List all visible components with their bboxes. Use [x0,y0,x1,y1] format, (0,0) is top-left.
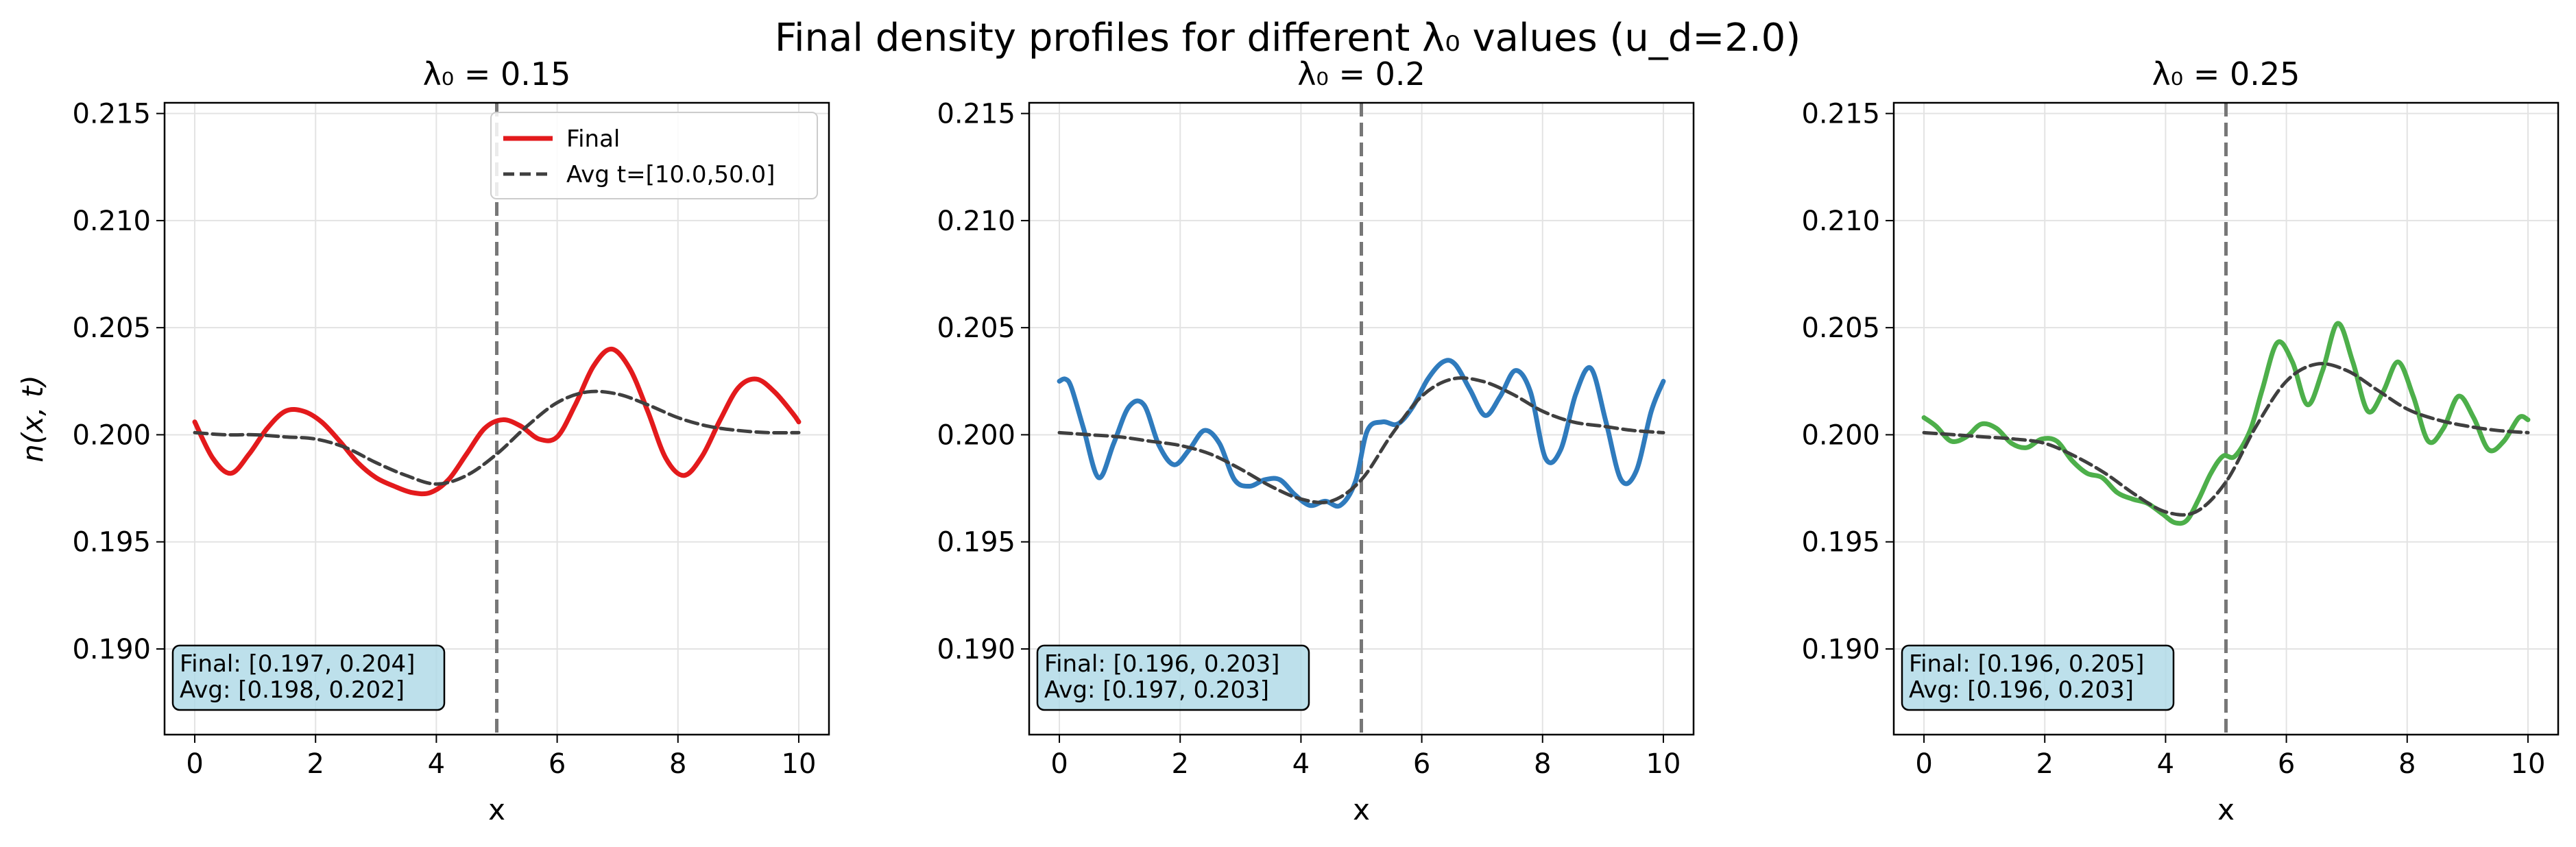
annotation-final-range: Final: [0.196, 0.205] [1909,650,2144,678]
x-tick-label: 4 [428,748,445,780]
x-axis-label: x [488,793,505,826]
stats-annotation: Final: [0.196, 0.205]Avg: [0.196, 0.203] [1901,644,2175,711]
annotation-avg-range: Avg: [0.197, 0.203] [1044,676,1269,704]
panel-title: λ₀ = 0.25 [2152,56,2300,93]
y-tick-label: 0.195 [1801,527,1880,558]
x-tick-label: 8 [2398,748,2416,780]
annotation-avg-range: Avg: [0.196, 0.203] [1909,676,2134,704]
x-tick-label: 4 [1292,748,1310,780]
x-tick-label: 0 [1050,748,1068,780]
x-tick-label: 4 [2157,748,2174,780]
stats-annotation: Final: [0.197, 0.204]Avg: [0.198, 0.202] [171,644,446,711]
stats-annotation: Final: [0.196, 0.203]Avg: [0.197, 0.203] [1036,644,1310,711]
y-tick-label: 0.190 [72,634,151,665]
y-tick-label: 0.210 [1801,206,1880,237]
figure-title: Final density profiles for different λ₀ … [775,16,1801,60]
y-tick-label: 0.200 [937,419,1015,451]
y-tick-label: 0.215 [72,99,151,130]
y-axis-label: n(x, t) [16,375,49,462]
plot-area [192,103,802,735]
annotation-final-range: Final: [0.196, 0.203] [1044,650,1279,678]
x-tick-label: 2 [1172,748,1189,780]
plot-area [1921,103,2531,735]
annotation-box [1036,644,1310,711]
y-tick-label: 0.190 [937,634,1015,665]
y-tick-label: 0.205 [937,312,1015,344]
panel-2: λ₀ = 0.2 0 2 4 6 8 10 0.190 0.195 0.200 0.205 0.210… [937,56,1695,826]
final-series-line [1921,321,2531,526]
y-tick-label: 0.190 [1801,634,1880,665]
y-tick-label: 0.210 [937,206,1015,237]
avg-series-line [1057,376,1665,504]
avg-series-line [193,389,801,486]
x-tick-label: 0 [186,748,203,780]
y-tick-label: 0.210 [72,206,151,237]
x-axis-label: x [1353,793,1370,826]
y-tick-label: 0.215 [937,99,1015,130]
y-tick-label: 0.195 [72,527,151,558]
plot-area [1057,103,1666,735]
x-tick-label: 10 [2511,748,2546,780]
annotation-avg-range: Avg: [0.198, 0.202] [180,676,405,704]
legend-avg-label: Avg t=[10.0,50.0] [566,161,775,188]
x-tick-label: 8 [1534,748,1551,780]
panel-1: λ₀ = 0.15 0 2 4 6 8 10 0.190 0.195 0.200 0.205 0.21… [16,56,830,826]
y-tick-label: 0.200 [72,419,151,451]
panel-title: λ₀ = 0.15 [423,56,571,93]
x-tick-label: 10 [782,748,817,780]
annotation-final-range: Final: [0.197, 0.204] [180,650,415,678]
panel-title: λ₀ = 0.2 [1297,56,1425,93]
legend: Final Avg t=[10.0,50.0] [490,112,818,199]
axes-frame [1892,101,2560,736]
annotation-box [171,644,446,711]
x-tick-label: 2 [307,748,324,780]
final-series-line [1057,358,1666,509]
annotation-box [1901,644,2175,711]
y-tick-label: 0.195 [937,527,1015,558]
x-tick-label: 0 [1915,748,1932,780]
x-axis-label: x [2217,793,2235,826]
x-tick-label: 2 [2036,748,2054,780]
axes-frame [163,101,830,736]
y-tick-label: 0.200 [1801,419,1880,451]
x-tick-label: 6 [1413,748,1430,780]
x-tick-label: 8 [669,748,686,780]
y-tick-label: 0.205 [72,312,151,344]
avg-series-line [1922,362,2530,517]
y-tick-label: 0.215 [1801,99,1880,130]
x-tick-label: 6 [549,748,566,780]
legend-frame [490,112,818,199]
legend-final-label: Final [566,125,620,153]
x-tick-label: 6 [2278,748,2295,780]
x-tick-label: 10 [1646,748,1681,780]
final-series-line [192,346,802,497]
axes-frame [1028,101,1695,736]
y-tick-label: 0.205 [1801,312,1880,344]
panel-3: λ₀ = 0.25 0 2 4 6 8 10 0.190 0.195 0.200 0.205 0.21… [1801,56,2560,826]
